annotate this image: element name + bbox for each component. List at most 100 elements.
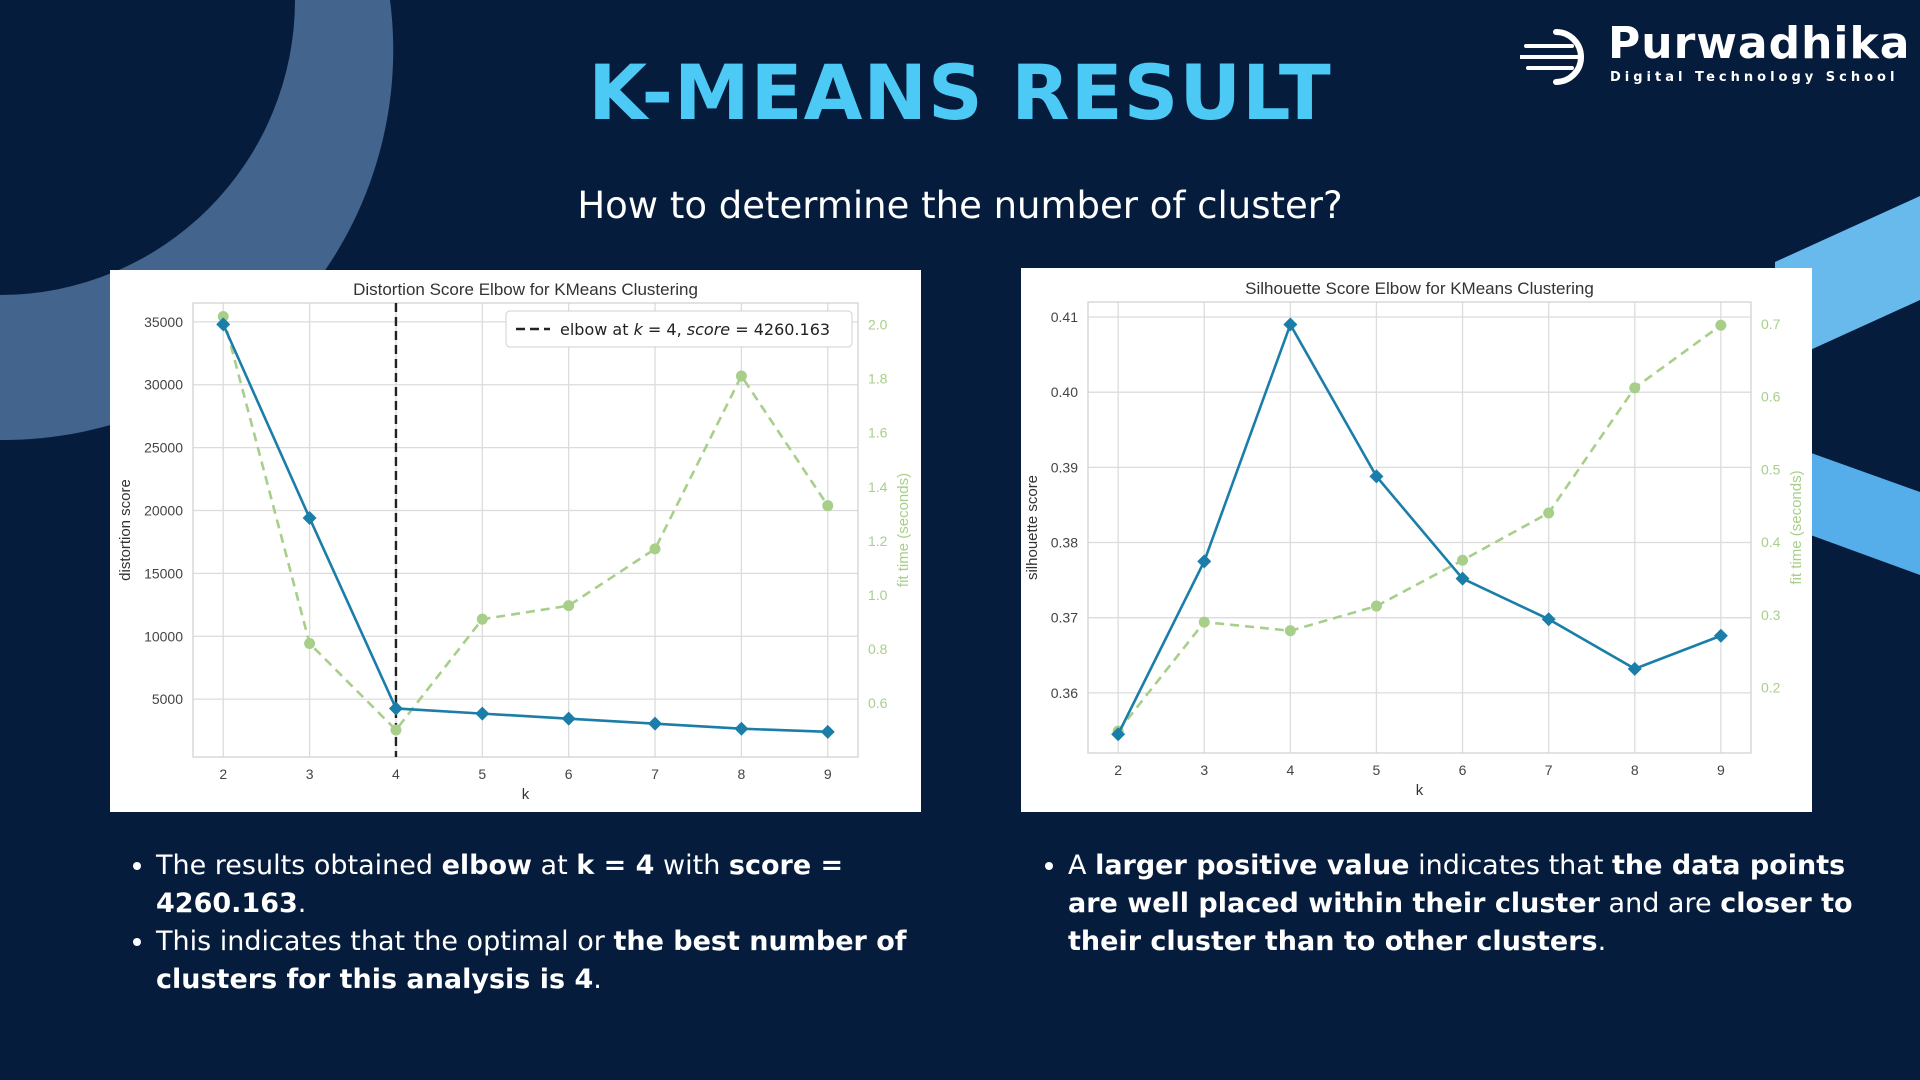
score-point — [561, 711, 576, 726]
y-tick-label: 0.37 — [1051, 610, 1078, 626]
chart-title: Silhouette Score Elbow for KMeans Cluste… — [1245, 279, 1594, 298]
distortion-elbow-chart: Distortion Score Elbow for KMeans Cluste… — [117, 280, 912, 803]
y2-tick-label: 0.8 — [868, 641, 888, 657]
fit-time-point — [1715, 319, 1727, 331]
y2-tick-label: 1.2 — [868, 533, 888, 549]
score-point — [216, 317, 231, 332]
page-subtitle: How to determine the number of cluster? — [577, 184, 1343, 227]
note-text-bold: closer to their cluster than to other cl… — [1068, 888, 1853, 957]
fit-time-point — [1457, 554, 1469, 566]
note-text-bold: larger positive value — [1095, 850, 1410, 881]
note-text: and are — [1599, 888, 1721, 919]
score-point — [388, 701, 403, 716]
y2-tick-label: 0.6 — [1761, 389, 1781, 405]
legend-text: = 4260.163 — [730, 320, 830, 339]
y2-tick-label: 1.4 — [868, 479, 888, 495]
plot-frame — [1087, 301, 1752, 754]
y2-tick-label: 0.5 — [1761, 461, 1781, 477]
fit-time-series-line — [1117, 324, 1722, 732]
note-item: This indicates that the optimal or the b… — [156, 923, 986, 999]
score-point — [1627, 661, 1642, 676]
score-point — [1369, 469, 1384, 484]
y-tick-label: 30000 — [144, 377, 183, 393]
note-text-bold: the data points are well placed within t… — [1068, 850, 1846, 919]
y2-tick-label: 0.3 — [1761, 607, 1781, 623]
y2-tick-label: 0.7 — [1761, 316, 1781, 332]
logo-name: Purwadhika — [1608, 18, 1911, 69]
note-text: The results obtained — [156, 850, 442, 881]
note-text: . — [1597, 926, 1607, 957]
fit-time-point — [217, 311, 229, 323]
score-point — [475, 706, 490, 721]
x-tick-label: 4 — [1286, 762, 1294, 778]
y2-axis-label: fit time (seconds) — [1788, 470, 1805, 584]
score-point — [302, 511, 317, 526]
x-tick-label: 7 — [651, 766, 659, 782]
distortion-notes-list: The results obtained elbow at k = 4 with… — [110, 847, 986, 999]
brand-logo: Purwadhika Digital Technology School — [1518, 18, 1909, 92]
score-series-line — [1116, 321, 1722, 735]
note-text-bold: score = 4260.163 — [156, 850, 844, 919]
note-text: . — [593, 964, 602, 995]
x-axis-label: k — [1416, 782, 1424, 799]
note-text: indicates that — [1409, 850, 1612, 881]
note-text: This indicates that the optimal or — [156, 926, 614, 957]
y-tick-label: 0.41 — [1051, 309, 1078, 325]
x-tick-label: 2 — [1114, 762, 1122, 778]
note-text: . — [297, 888, 307, 919]
y2-tick-label: 1.8 — [868, 371, 888, 387]
fit-time-series-line — [221, 316, 829, 732]
score-point — [1455, 571, 1470, 586]
y-axis-label: silhouette score — [1024, 475, 1041, 580]
y2-tick-label: 1.6 — [868, 425, 888, 441]
score-point — [1197, 554, 1212, 569]
x-tick-label: 9 — [824, 766, 832, 782]
fit-time-point — [304, 638, 316, 649]
score-point — [820, 724, 835, 739]
score-point — [1541, 612, 1556, 627]
x-tick-label: 3 — [1200, 762, 1208, 778]
silhouette-elbow-chart: Silhouette Score Elbow for KMeans Cluste… — [1024, 279, 1805, 799]
fit-time-point — [1629, 382, 1641, 394]
score-point — [648, 716, 663, 731]
legend-box — [505, 310, 853, 348]
note-text-bold: k = 4 — [576, 850, 655, 881]
fit-time-point — [563, 600, 575, 612]
y-tick-label: 20000 — [144, 503, 183, 519]
fit-time-point — [476, 613, 488, 625]
note-text: A — [1068, 850, 1096, 881]
note-text: with — [654, 850, 729, 881]
note-text-bold: elbow — [441, 850, 532, 881]
y-tick-label: 5000 — [152, 691, 183, 707]
x-tick-label: 5 — [478, 766, 486, 782]
silhouette-elbow-chart-panel: Silhouette Score Elbow for KMeans Cluste… — [1021, 268, 1812, 812]
legend-text: elbow at — [560, 320, 634, 339]
note-text: at — [531, 850, 577, 881]
fit-time-point — [822, 500, 834, 512]
fit-time-point — [1370, 600, 1382, 612]
x-axis-label: k — [522, 786, 530, 803]
logo-tagline: Digital Technology School — [1610, 70, 1899, 85]
distortion-elbow-chart-panel: Distortion Score Elbow for KMeans Cluste… — [110, 270, 921, 812]
y-tick-label: 35000 — [144, 314, 183, 330]
score-point — [734, 721, 749, 736]
chart-title: Distortion Score Elbow for KMeans Cluste… — [353, 280, 698, 299]
x-tick-label: 6 — [565, 766, 573, 782]
legend-label: elbow at k = 4, score = 4260.163 — [560, 320, 830, 339]
page-title: K-MEANS RESULT — [588, 48, 1332, 137]
fit-time-point — [1543, 507, 1555, 519]
score-point — [1111, 727, 1126, 742]
silhouette-notes-list: A larger positive value indicates that t… — [1022, 847, 1888, 961]
score-point — [1283, 317, 1298, 332]
x-tick-label: 8 — [1631, 762, 1639, 778]
x-tick-label: 9 — [1717, 762, 1725, 778]
x-tick-label: 5 — [1373, 762, 1381, 778]
y-tick-label: 25000 — [144, 440, 183, 456]
x-tick-label: 4 — [392, 766, 400, 782]
x-tick-label: 8 — [738, 766, 746, 782]
x-tick-label: 2 — [219, 766, 227, 782]
legend-text-italic: k — [634, 320, 644, 339]
y2-tick-label: 0.6 — [868, 695, 888, 711]
y2-tick-label: 2.0 — [868, 317, 888, 333]
y-axis-label: distortion score — [117, 479, 134, 581]
